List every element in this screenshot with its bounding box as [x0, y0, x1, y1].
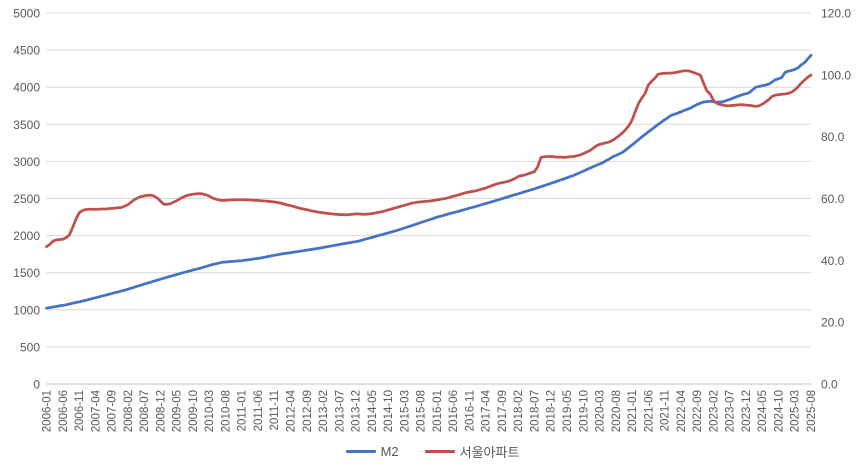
x-axis-tick-label: 2009-05 — [172, 390, 184, 432]
right-axis-tick-label: 0.0 — [821, 378, 838, 392]
x-axis-tick-label: 2022-09 — [692, 390, 704, 432]
legend-item-m2: M2 — [345, 443, 399, 459]
x-axis-tick-label: 2022-04 — [676, 389, 688, 432]
plot-area: 0 500 1000 1500 2000 2500 3000 3500 4000 4500 5000… — [13, 7, 851, 433]
x-axis-tick-label: 2010-08 — [220, 390, 232, 432]
legend-label-seoul-apartment: 서울아파트 — [459, 444, 520, 460]
left-axis-tick-label: 4500 — [13, 44, 40, 58]
legend-label-m2: M2 — [380, 443, 399, 459]
left-axis-tick-label: 4000 — [13, 81, 40, 95]
x-axis-tick-label: 2007-04 — [90, 389, 102, 432]
x-axis-tick-label: 2025-08 — [806, 390, 818, 432]
x-axis-tick-label: 2011-06 — [253, 390, 265, 431]
x-axis-tick-label: 2017-04 — [481, 389, 493, 432]
x-axis-tick-label: 2008-07 — [139, 390, 151, 432]
legend-item-seoul-apartment: 서울아파트 — [424, 442, 520, 461]
x-axis-tick-label: 2016-11 — [464, 390, 476, 431]
x-axis-tick-label: 2023-12 — [741, 390, 753, 432]
left-axis-tick-label: 2500 — [13, 192, 40, 206]
x-axis-tick-label: 2013-02 — [318, 390, 330, 432]
right-axis-tick-label: 120.0 — [821, 7, 851, 21]
m2-line — [45, 53, 813, 310]
x-axis-tick-label: 2014-05 — [367, 390, 379, 432]
x-axis-tick-label: 2023-02 — [708, 390, 720, 432]
right-axis-tick-label: 40.0 — [821, 254, 845, 268]
right-axis-tick-label: 80.0 — [821, 130, 845, 144]
x-axis-tick-label: 2006-06 — [58, 390, 70, 432]
x-axis-tick-label: 2024-10 — [773, 390, 785, 432]
left-axis-tick-label: 1500 — [13, 266, 40, 280]
left-axis-tick-label: 5000 — [13, 7, 40, 21]
x-axis-tick-label: 2019-05 — [562, 390, 574, 432]
x-axis-tick-label: 2021-01 — [627, 390, 639, 432]
left-axis-tick-label: 3500 — [13, 118, 40, 132]
seoul-apartment-line — [45, 69, 813, 249]
x-axis-tick-label: 2014-10 — [383, 390, 395, 432]
x-axis-tick-label: 2021-11 — [660, 390, 672, 431]
x-axis-tick-label: 2015-03 — [399, 390, 411, 432]
right-axis-tick-label: 100.0 — [821, 68, 851, 82]
x-axis-tick-label: 2020-03 — [595, 390, 607, 432]
x-axis-tick-label: 2016-01 — [432, 390, 444, 432]
x-axis-tick-label: 2006-01 — [42, 390, 54, 432]
m2-line-swatch-icon — [345, 449, 376, 453]
legend: M2 서울아파트 — [0, 438, 865, 464]
x-axis-tick-label: 2018-02 — [513, 390, 525, 432]
x-axis-tick-label: 2009-10 — [188, 390, 200, 432]
x-axis-tick-label: 2023-07 — [725, 390, 737, 432]
x-axis-tick-label: 2024-05 — [757, 390, 769, 432]
x-axis-tick-label: 2011-11 — [269, 390, 281, 431]
x-axis-tick-label: 2017-09 — [497, 390, 509, 432]
right-axis-tick-label: 60.0 — [821, 192, 845, 206]
x-axis-tick-label: 2018-12 — [546, 390, 558, 432]
left-axis-tick-label: 0 — [33, 378, 40, 392]
left-axis-tick-label: 1000 — [13, 303, 40, 317]
x-axis-tick-label: 2020-08 — [611, 390, 623, 432]
seoul-apartment-line-swatch-icon — [424, 449, 455, 453]
x-axis-tick-label: 2015-08 — [416, 390, 428, 432]
left-axis-tick-label: 500 — [20, 340, 40, 354]
x-axis-tick-label: 2011-01 — [237, 390, 249, 431]
x-axis-tick-label: 2016-06 — [448, 390, 460, 432]
x-axis-tick-label: 2021-06 — [643, 390, 655, 432]
x-axis-tick-label: 2012-04 — [285, 389, 297, 432]
x-axis-tick-label: 2019-10 — [578, 390, 590, 432]
x-axis-tick-label: 2012-09 — [302, 390, 314, 432]
left-axis-tick-label: 2000 — [13, 229, 40, 243]
left-axis-tick-label: 3000 — [13, 155, 40, 169]
x-axis-tick-label: 2008-12 — [155, 390, 167, 432]
x-axis-tick-label: 2007-09 — [107, 390, 119, 432]
x-axis-tick-label: 2018-07 — [529, 390, 541, 432]
x-axis-tick-label: 2013-07 — [334, 390, 346, 432]
x-axis-tick-label: 2006-11 — [74, 390, 86, 431]
x-axis-tick-label: 2025-03 — [790, 390, 802, 432]
right-axis-tick-label: 20.0 — [821, 316, 845, 330]
x-axis-tick-label: 2010-03 — [204, 390, 216, 432]
x-axis-tick-label: 2008-02 — [123, 390, 135, 432]
x-axis-tick-label: 2013-12 — [351, 390, 363, 432]
